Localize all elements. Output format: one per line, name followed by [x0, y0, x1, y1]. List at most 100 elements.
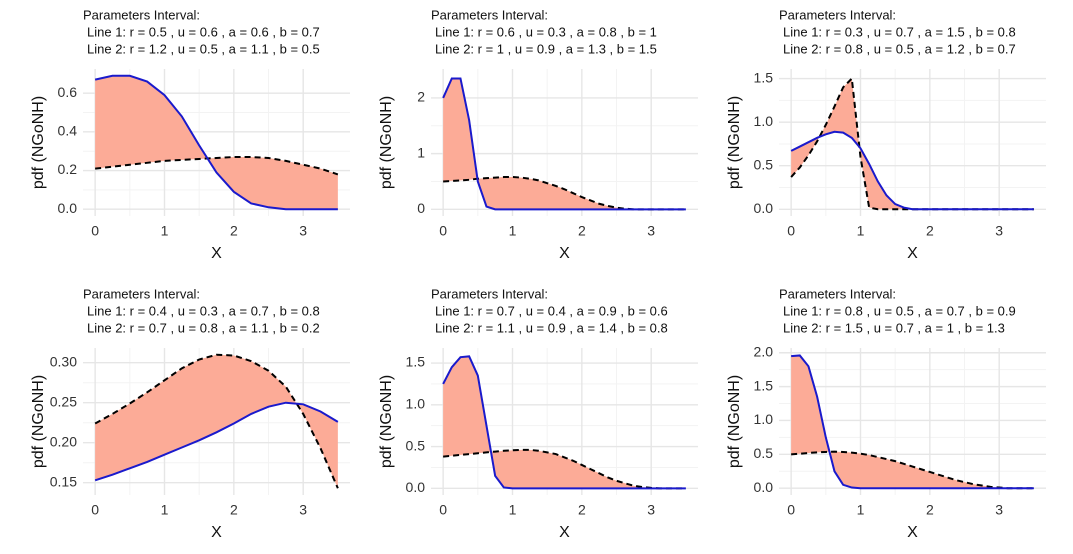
- panel: Parameters Interval: Line 1: r = 0.3 , u …: [726, 7, 1046, 262]
- line: [94, 401, 339, 482]
- y-tick-label: 1: [417, 144, 425, 160]
- y-tick-label: 1.5: [754, 377, 774, 393]
- y-tick-label: 0: [417, 200, 425, 216]
- x-tick-label: 3: [299, 223, 307, 239]
- y-tick-label: 0.4: [58, 123, 78, 139]
- x-tick-label: 0: [787, 223, 795, 239]
- x-tick-label: 2: [230, 223, 238, 239]
- line: [791, 354, 1034, 490]
- x-tick-label: 0: [439, 223, 447, 239]
- y-tick-label: 0.5: [406, 437, 426, 453]
- x-tick-label: 3: [647, 502, 655, 518]
- panel-title: Parameters Interval:: [779, 7, 896, 22]
- panel: Parameters Interval: Line 1: r = 0.5 , u …: [30, 7, 350, 262]
- x-tick-label: 0: [91, 223, 99, 239]
- x-tick-label: 0: [91, 502, 99, 518]
- y-tick-label: 0.25: [50, 393, 77, 409]
- panel-title: Line 1: r = 0.6 , u = 0.3 , a = 0.8 , b …: [435, 24, 657, 39]
- y-tick-label: 0.0: [406, 479, 426, 495]
- panel-title: Line 2: r = 1 , u = 0.9 , a = 1.3 , b = …: [435, 41, 657, 56]
- x-tick-label: 1: [161, 223, 169, 239]
- y-tick-label: 2: [417, 89, 425, 105]
- x-tick-label: 1: [161, 502, 169, 518]
- y-tick-label: 0.20: [50, 433, 77, 449]
- panel-title: Line 1: r = 0.4 , u = 0.3 , a = 0.7 , b …: [87, 303, 320, 318]
- y-axis-label: pdf (NGoNH): [726, 96, 743, 189]
- y-tick-label: 1.5: [754, 69, 774, 85]
- line: [443, 448, 686, 490]
- panel-title: Line 1: r = 0.8 , u = 0.5 , a = 0.7 , b …: [783, 303, 1016, 318]
- y-axis-label: pdf (NGoNH): [30, 96, 47, 189]
- y-tick-label: 1.0: [754, 113, 774, 129]
- line: [443, 176, 686, 211]
- y-tick-label: 0.5: [754, 156, 774, 172]
- x-tick-label: 2: [578, 223, 586, 239]
- line: [442, 77, 686, 211]
- line: [94, 74, 338, 211]
- y-tick-label: 0.15: [50, 473, 77, 489]
- x-axis-label: X: [559, 524, 570, 541]
- y-tick-label: 0.2: [58, 161, 78, 177]
- panel: Parameters Interval: Line 1: r = 0.6 , u …: [378, 7, 698, 262]
- x-tick-label: 1: [509, 502, 517, 518]
- x-axis-label: X: [211, 245, 222, 262]
- y-axis-label: pdf (NGoNH): [378, 375, 395, 468]
- y-axis-label: pdf (NGoNH): [726, 375, 743, 468]
- x-tick-label: 0: [787, 502, 795, 518]
- area-between: [95, 75, 338, 210]
- y-tick-label: 1.5: [406, 354, 426, 370]
- x-tick-label: 3: [299, 502, 307, 518]
- line: [791, 450, 1034, 490]
- area-between: [443, 356, 686, 489]
- y-tick-label: 0.5: [754, 445, 774, 461]
- panel-title: Line 2: r = 1.1 , u = 0.9 , a = 1.4 , b …: [435, 320, 668, 335]
- y-tick-label: 0.6: [58, 84, 78, 100]
- area-between: [791, 78, 1034, 210]
- x-tick-label: 3: [995, 502, 1003, 518]
- line: [442, 355, 686, 490]
- y-axis-label: pdf (NGoNH): [378, 96, 395, 189]
- y-tick-label: 2.0: [754, 343, 774, 359]
- x-tick-label: 2: [926, 502, 934, 518]
- panel-title: Line 1: r = 0.3 , u = 0.7 , a = 1.5 , b …: [783, 24, 1016, 39]
- y-tick-label: 0.30: [50, 353, 77, 369]
- x-tick-label: 1: [857, 502, 865, 518]
- panel-title: Parameters Interval:: [431, 286, 548, 301]
- line: [790, 130, 1034, 211]
- x-tick-label: 2: [926, 223, 934, 239]
- panel-title: Line 2: r = 0.7 , u = 0.8 , a = 1.1 , b …: [87, 320, 320, 335]
- panel-title: Line 2: r = 0.8 , u = 0.5 , a = 1.2 , b …: [783, 41, 1016, 56]
- x-axis-label: X: [559, 245, 570, 262]
- y-tick-label: 1.0: [406, 395, 426, 411]
- area-between: [791, 355, 1034, 489]
- x-tick-label: 2: [230, 502, 238, 518]
- panel-title: Parameters Interval:: [431, 7, 548, 22]
- y-tick-label: 1.0: [754, 411, 774, 427]
- panel-title: Line 1: r = 0.7 , u = 0.4 , a = 0.9 , b …: [435, 303, 668, 318]
- panel: Parameters Interval: Line 1: r = 0.8 , u …: [726, 286, 1046, 541]
- panel-title: Parameters Interval:: [779, 286, 896, 301]
- panel: Parameters Interval: Line 1: r = 0.4 , u …: [30, 286, 350, 541]
- panel: Parameters Interval: Line 1: r = 0.7 , u …: [378, 286, 698, 541]
- area-between: [95, 354, 338, 489]
- panel-title: Line 2: r = 1.2 , u = 0.5 , a = 1.1 , b …: [87, 41, 320, 56]
- x-axis-label: X: [211, 524, 222, 541]
- panel-title: Line 1: r = 0.5 , u = 0.6 , a = 0.6 , b …: [87, 24, 320, 39]
- x-tick-label: 3: [995, 223, 1003, 239]
- x-tick-label: 2: [578, 502, 586, 518]
- x-tick-label: 1: [857, 223, 865, 239]
- y-tick-label: 0.0: [58, 200, 78, 216]
- y-tick-label: 0.0: [754, 200, 774, 216]
- line: [94, 353, 339, 489]
- panel-title: Line 2: r = 1.5 , u = 0.7 , a = 1 , b = …: [783, 320, 1005, 335]
- x-tick-label: 3: [647, 223, 655, 239]
- line: [95, 156, 339, 176]
- x-tick-label: 0: [439, 502, 447, 518]
- y-tick-label: 0.0: [754, 479, 774, 495]
- y-axis-label: pdf (NGoNH): [30, 375, 47, 468]
- panel-title: Parameters Interval:: [83, 286, 200, 301]
- x-axis-label: X: [907, 245, 918, 262]
- panel-title: Parameters Interval:: [83, 7, 200, 22]
- x-tick-label: 1: [509, 223, 517, 239]
